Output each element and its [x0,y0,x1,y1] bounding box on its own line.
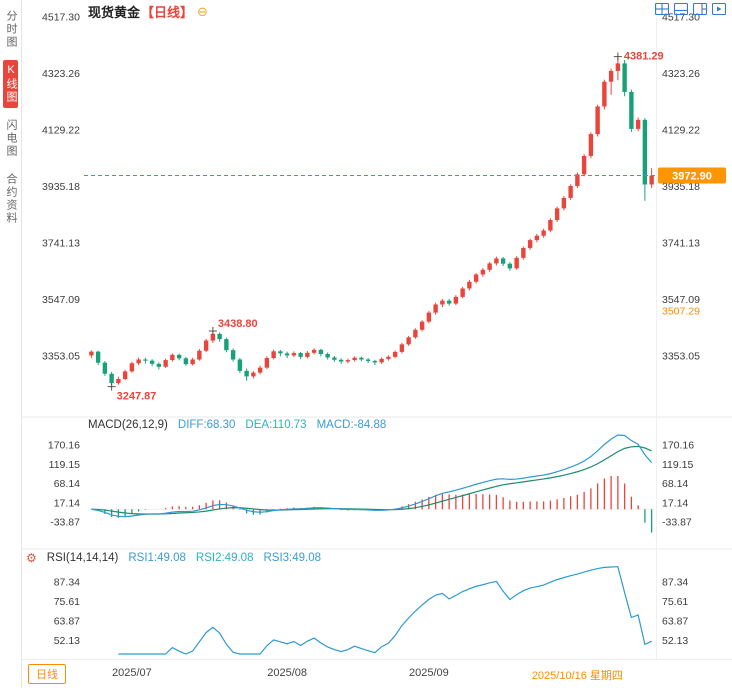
svg-text:-33.87: -33.87 [662,516,692,528]
rsi-line [118,566,652,655]
layout-next-icon[interactable] [712,3,726,15]
svg-text:63.87: 63.87 [662,616,688,628]
sidebar-tab-lightning-chart[interactable]: 闪电图 [5,119,17,158]
svg-text:17.14: 17.14 [54,497,80,509]
svg-text:68.14: 68.14 [662,478,688,490]
svg-text:68.14: 68.14 [54,478,80,490]
svg-text:3741.13: 3741.13 [662,237,700,249]
layout-grid-icon[interactable] [655,3,669,15]
x-axis-label: 2025/10/16 星期四 [531,670,623,682]
svg-text:4517.30: 4517.30 [662,11,700,23]
svg-text:170.16: 170.16 [48,440,80,452]
svg-text:119.15: 119.15 [49,459,80,471]
svg-text:119.15: 119.15 [662,459,693,471]
layout-columns-icon[interactable] [693,3,707,15]
svg-text:75.61: 75.61 [662,596,688,608]
svg-text:3547.09: 3547.09 [42,294,80,306]
candlestick-layer [89,56,654,387]
sidebar-tab-kline-chart[interactable]: K线图 [3,60,18,108]
svg-text:3438.80: 3438.80 [218,318,258,330]
period-selector-chip[interactable]: 日线 [28,664,66,684]
svg-text:52.13: 52.13 [662,635,688,647]
x-axis-label: 2025/07 [111,667,152,679]
svg-text:3935.18: 3935.18 [662,181,700,193]
svg-text:87.34: 87.34 [54,577,80,589]
indicator-settings-icon[interactable]: ⚙ [26,551,37,565]
svg-text:4517.30: 4517.30 [42,11,80,23]
svg-text:3547.09: 3547.09 [662,294,700,306]
svg-text:3972.90: 3972.90 [672,170,712,182]
layout-split-icon[interactable] [674,3,688,15]
sidebar-tab-time-chart[interactable]: 分时图 [5,10,17,49]
layout-toolbar [655,3,726,15]
svg-text:63.87: 63.87 [54,616,80,628]
svg-text:75.61: 75.61 [54,596,80,608]
svg-text:3935.18: 3935.18 [42,181,80,193]
x-axis-label: 2025/09 [408,667,449,679]
x-axis-label: 2025/08 [267,667,308,679]
svg-text:3353.05: 3353.05 [42,350,80,362]
svg-text:-33.87: -33.87 [50,516,80,528]
svg-text:3507.29: 3507.29 [662,306,700,318]
svg-text:17.14: 17.14 [662,497,688,509]
svg-text:4129.22: 4129.22 [662,124,700,136]
svg-text:4381.29: 4381.29 [624,51,664,63]
sidebar-tab-contract-info[interactable]: 合约资料 [5,173,17,225]
svg-text:87.34: 87.34 [662,577,688,589]
macd-layer [91,434,653,533]
svg-text:4323.26: 4323.26 [662,68,700,80]
chart-canvas[interactable]: 4517.30 4517.30 4323.26 4323.26 4129.22 4129.… [22,0,732,660]
svg-text:3247.87: 3247.87 [117,391,157,403]
x-axis-bar: 日线 2025/07 2025/08 2025/09 2025/10/16 星期四 [22,659,732,688]
svg-text:3741.13: 3741.13 [42,237,80,249]
svg-text:170.16: 170.16 [662,440,694,452]
chart-main: 4517.30 4517.30 4323.26 4323.26 4129.22 4129.… [22,0,732,688]
svg-text:4129.22: 4129.22 [42,124,80,136]
last-price-badge [658,167,726,184]
svg-text:3353.05: 3353.05 [662,350,700,362]
svg-text:4323.26: 4323.26 [42,68,80,80]
svg-text:52.13: 52.13 [54,635,80,647]
zoom-out-icon[interactable]: ⊖ [197,3,208,19]
sidebar: 分时图 K线图 闪电图 合约资料 [0,0,22,688]
